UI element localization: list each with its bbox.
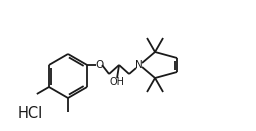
Text: O: O <box>95 60 103 70</box>
Text: HCl: HCl <box>18 105 43 121</box>
Text: N: N <box>135 60 143 70</box>
Text: OH: OH <box>110 77 125 87</box>
